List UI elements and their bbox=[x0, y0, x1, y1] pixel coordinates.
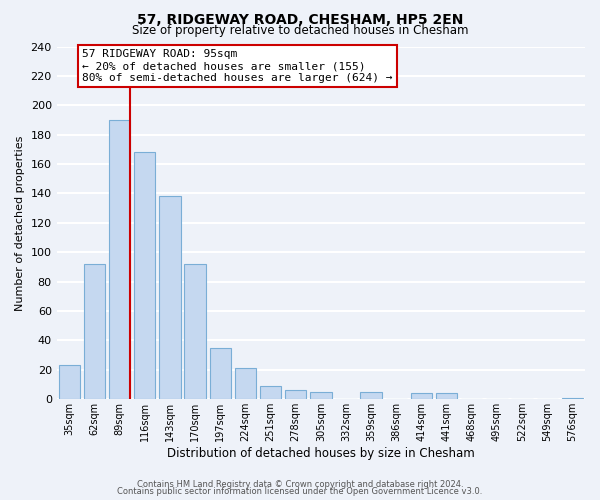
Bar bbox=[59, 366, 80, 399]
Bar bbox=[159, 196, 181, 399]
Bar bbox=[436, 394, 457, 399]
Bar bbox=[109, 120, 130, 399]
Bar bbox=[285, 390, 307, 399]
Bar bbox=[361, 392, 382, 399]
Text: Contains HM Land Registry data © Crown copyright and database right 2024.: Contains HM Land Registry data © Crown c… bbox=[137, 480, 463, 489]
Bar bbox=[84, 264, 105, 399]
Text: 57, RIDGEWAY ROAD, CHESHAM, HP5 2EN: 57, RIDGEWAY ROAD, CHESHAM, HP5 2EN bbox=[137, 12, 463, 26]
Text: Contains public sector information licensed under the Open Government Licence v3: Contains public sector information licen… bbox=[118, 487, 482, 496]
Text: Size of property relative to detached houses in Chesham: Size of property relative to detached ho… bbox=[132, 24, 468, 37]
Bar bbox=[134, 152, 155, 399]
Bar bbox=[209, 348, 231, 399]
Bar bbox=[310, 392, 332, 399]
Bar bbox=[260, 386, 281, 399]
Text: 57 RIDGEWAY ROAD: 95sqm
← 20% of detached houses are smaller (155)
80% of semi-d: 57 RIDGEWAY ROAD: 95sqm ← 20% of detache… bbox=[82, 50, 393, 82]
Bar bbox=[562, 398, 583, 399]
X-axis label: Distribution of detached houses by size in Chesham: Distribution of detached houses by size … bbox=[167, 447, 475, 460]
Bar bbox=[184, 264, 206, 399]
Bar bbox=[411, 394, 432, 399]
Bar bbox=[235, 368, 256, 399]
Y-axis label: Number of detached properties: Number of detached properties bbox=[15, 135, 25, 310]
